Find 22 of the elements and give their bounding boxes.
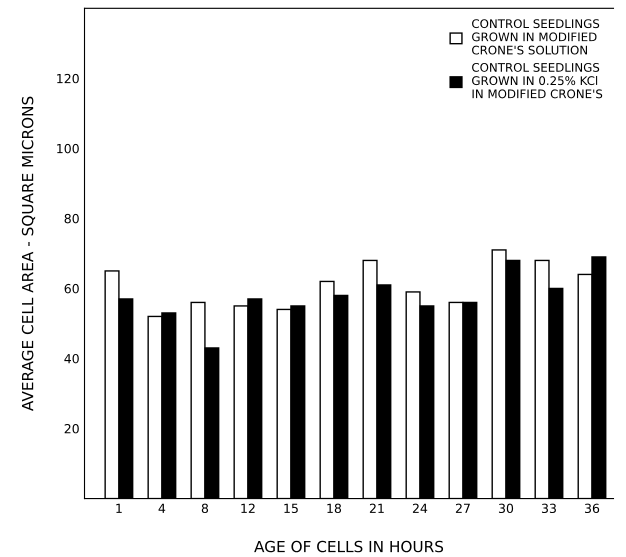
y-tick-label: 80: [64, 214, 79, 224]
y-tick-label: 60: [64, 284, 79, 294]
x-tick-label: 24: [412, 504, 428, 513]
x-tick-label: 8: [202, 504, 208, 514]
y-tick-label: 40: [64, 354, 79, 364]
x-tick-label: 30: [498, 504, 514, 514]
x-tick-label: 15: [284, 504, 298, 514]
x-tick-label: 21: [370, 504, 384, 513]
y-tick-label: 100: [57, 144, 79, 154]
legend-label: CONTROL SEEDLINGS GROWN IN MODIFIED CRONE'S SOLUTION: [472, 19, 600, 55]
y-tick-label: 20: [64, 424, 79, 434]
x-tick-label: 4: [158, 504, 166, 513]
y-tick-label: 120: [57, 74, 79, 84]
x-tick-label: 1: [116, 504, 122, 513]
x-tick-label: 33: [542, 504, 556, 514]
x-tick-label: 36: [584, 504, 600, 514]
x-tick-label: 18: [327, 504, 342, 514]
legend-label: CONTROL SEEDLINGS GROWN IN 0.25% KCl IN MODIFIED CRONE'S: [472, 62, 602, 98]
y-axis-title: AVERAGE CELL AREA - SQUARE MICRONS: [22, 96, 36, 411]
x-tick-label: 27: [456, 504, 470, 513]
x-axis-title: AGE OF CELLS IN HOURS: [254, 540, 444, 552]
x-tick-label: 12: [241, 504, 255, 513]
